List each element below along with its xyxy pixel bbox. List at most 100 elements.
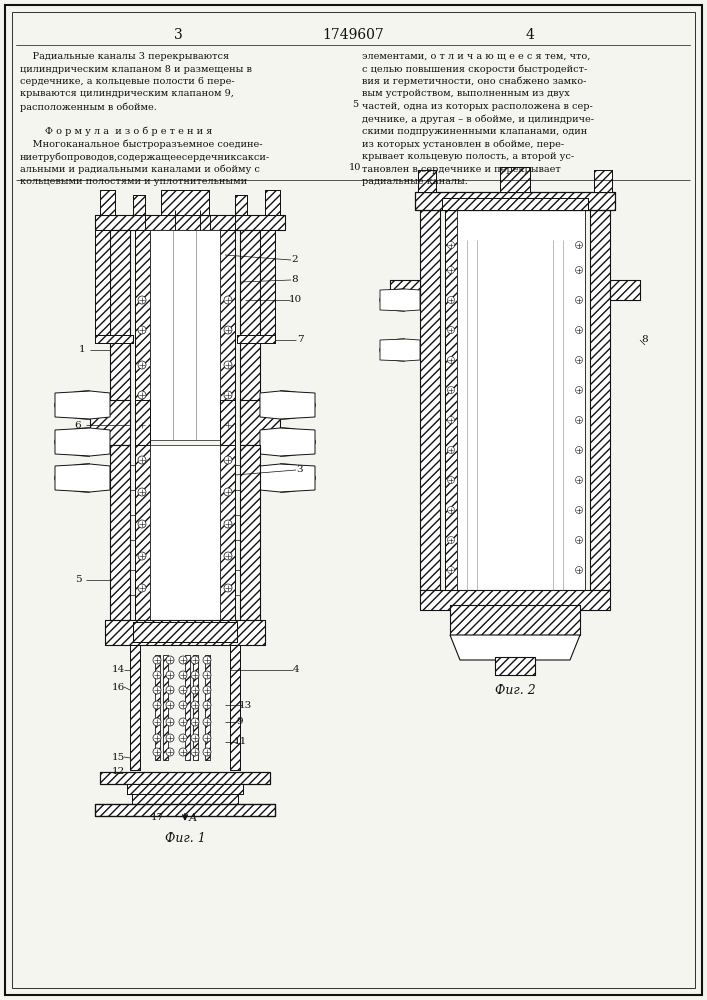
Circle shape: [191, 734, 199, 742]
Circle shape: [138, 584, 146, 592]
Circle shape: [191, 671, 199, 679]
Circle shape: [575, 416, 583, 424]
Bar: [260, 230, 275, 335]
Bar: [132, 794, 238, 804]
Text: Радиальные каналы 3 перекрываются: Радиальные каналы 3 перекрываются: [20, 52, 229, 61]
Text: крывает кольцевую полость, а второй ус-: крывает кольцевую полость, а второй ус-: [362, 152, 574, 161]
Bar: [220, 230, 235, 440]
Circle shape: [575, 506, 583, 514]
Bar: [135, 230, 150, 440]
Polygon shape: [380, 339, 420, 361]
Bar: [100, 190, 115, 215]
Text: с целью повышения скорости быстродейст-: с целью повышения скорости быстродейст-: [362, 64, 588, 74]
Polygon shape: [55, 391, 110, 419]
Circle shape: [448, 416, 455, 424]
Polygon shape: [260, 464, 315, 492]
Circle shape: [138, 456, 146, 464]
Bar: [220, 445, 235, 620]
Bar: [95, 335, 133, 343]
Bar: [150, 445, 220, 620]
Circle shape: [153, 701, 161, 709]
Bar: [420, 590, 610, 610]
Circle shape: [224, 520, 232, 528]
Bar: [240, 445, 260, 620]
Circle shape: [575, 477, 583, 484]
Circle shape: [179, 734, 187, 742]
Text: 6: 6: [75, 420, 81, 430]
Bar: [500, 167, 530, 192]
Bar: [90, 400, 130, 445]
Circle shape: [575, 446, 583, 454]
Circle shape: [448, 536, 455, 544]
Circle shape: [224, 552, 232, 560]
Circle shape: [224, 391, 232, 399]
Circle shape: [203, 656, 211, 664]
Bar: [95, 804, 275, 816]
Circle shape: [166, 686, 174, 694]
Text: сердечнике, а кольцевые полости 6 пере-: сердечнике, а кольцевые полости 6 пере-: [20, 77, 235, 86]
Bar: [110, 230, 130, 440]
Bar: [155, 655, 160, 760]
Bar: [573, 210, 585, 590]
Text: 4: 4: [525, 28, 534, 42]
Bar: [95, 230, 110, 335]
Bar: [95, 230, 110, 335]
Bar: [415, 192, 615, 210]
Bar: [135, 445, 150, 620]
Circle shape: [166, 734, 174, 742]
Circle shape: [191, 718, 199, 726]
Circle shape: [153, 748, 161, 756]
Bar: [418, 170, 436, 192]
Bar: [90, 400, 130, 445]
Bar: [390, 280, 420, 300]
Bar: [155, 655, 160, 760]
Circle shape: [575, 536, 583, 544]
Bar: [457, 210, 585, 590]
Bar: [100, 772, 270, 784]
Text: ниетрубопроводов,содержащеесердечниксакси-: ниетрубопроводов,содержащеесердечниксакс…: [20, 152, 270, 161]
Text: вия и герметичности, оно снабжено замко-: вия и герметичности, оно снабжено замко-: [362, 77, 586, 87]
Text: 9: 9: [237, 718, 243, 726]
Bar: [133, 622, 237, 642]
Circle shape: [575, 241, 583, 248]
Bar: [420, 210, 440, 590]
Bar: [100, 772, 270, 784]
Bar: [161, 190, 209, 215]
Bar: [590, 210, 610, 590]
Circle shape: [191, 686, 199, 694]
Polygon shape: [55, 428, 110, 456]
Bar: [132, 794, 238, 804]
Bar: [130, 645, 140, 770]
Bar: [133, 195, 145, 215]
Circle shape: [138, 488, 146, 496]
Circle shape: [224, 296, 232, 304]
Bar: [495, 657, 535, 675]
Bar: [185, 655, 190, 760]
Bar: [495, 657, 535, 675]
Circle shape: [448, 326, 455, 334]
Circle shape: [448, 477, 455, 484]
Circle shape: [575, 386, 583, 393]
Text: частей, одна из которых расположена в сер-: частей, одна из которых расположена в се…: [362, 102, 592, 111]
Text: Фиг. 1: Фиг. 1: [165, 832, 205, 844]
Circle shape: [166, 671, 174, 679]
Text: тановлен в сердечнике и перекрывает: тановлен в сердечнике и перекрывает: [362, 164, 561, 174]
Bar: [237, 335, 275, 343]
Text: 8: 8: [642, 336, 648, 344]
Circle shape: [179, 656, 187, 664]
Bar: [442, 198, 588, 210]
Bar: [133, 622, 237, 642]
Bar: [235, 195, 247, 215]
Bar: [265, 190, 280, 215]
Circle shape: [448, 357, 455, 363]
Bar: [130, 645, 140, 770]
Circle shape: [203, 686, 211, 694]
Bar: [110, 445, 130, 620]
Polygon shape: [260, 391, 315, 419]
Polygon shape: [55, 464, 110, 492]
Text: А: А: [189, 813, 197, 823]
Circle shape: [138, 361, 146, 369]
Circle shape: [203, 734, 211, 742]
Polygon shape: [260, 428, 315, 456]
Circle shape: [224, 361, 232, 369]
